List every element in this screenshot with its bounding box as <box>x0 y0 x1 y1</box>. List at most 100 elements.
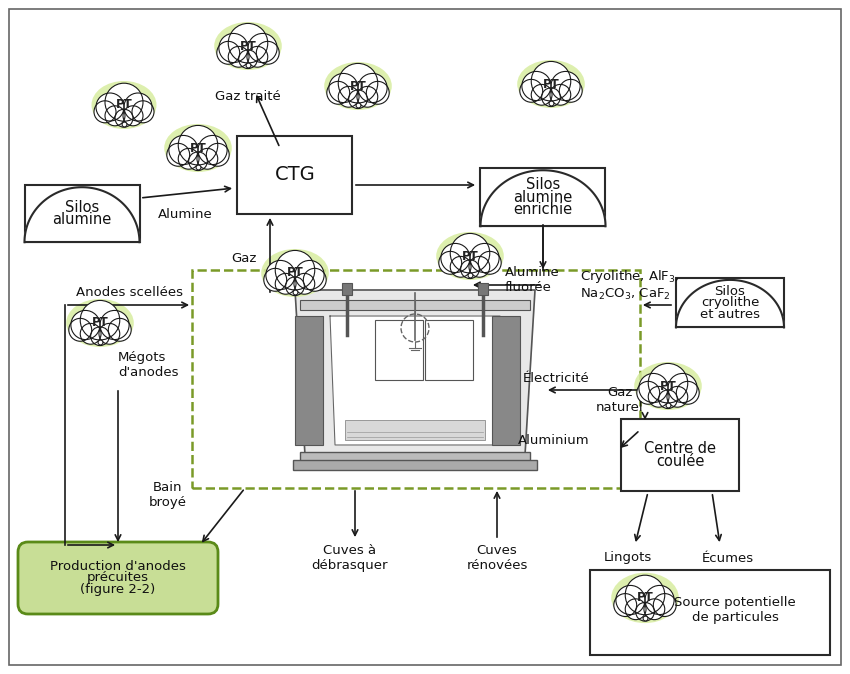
Ellipse shape <box>517 60 585 108</box>
Ellipse shape <box>164 124 232 172</box>
Bar <box>293 460 537 470</box>
Circle shape <box>167 144 190 166</box>
Circle shape <box>80 324 101 344</box>
Text: cryolithe: cryolithe <box>700 296 759 309</box>
Circle shape <box>469 256 490 277</box>
Ellipse shape <box>66 299 133 347</box>
Circle shape <box>649 363 688 403</box>
Bar <box>25 185 139 242</box>
Circle shape <box>229 47 249 67</box>
Circle shape <box>450 233 490 273</box>
Ellipse shape <box>214 22 282 70</box>
Circle shape <box>616 586 645 615</box>
Circle shape <box>105 83 143 121</box>
Text: Aluminium: Aluminium <box>518 433 590 446</box>
Text: Production d'anodes: Production d'anodes <box>50 559 186 572</box>
Circle shape <box>559 80 582 102</box>
Text: Gaz
naturel: Gaz naturel <box>596 386 643 414</box>
Circle shape <box>654 594 677 617</box>
Bar <box>480 168 605 226</box>
Bar <box>478 283 488 295</box>
Text: Anodes scellées: Anodes scellées <box>76 286 184 299</box>
Text: PT: PT <box>349 80 366 92</box>
Bar <box>300 452 530 462</box>
Circle shape <box>326 82 349 104</box>
Circle shape <box>99 324 120 344</box>
Polygon shape <box>330 316 500 445</box>
Circle shape <box>257 41 279 64</box>
Text: Cuves
rénovées: Cuves rénovées <box>467 544 528 572</box>
Text: précuites: précuites <box>87 572 149 584</box>
Text: Source potentielle
de particules: Source potentielle de particules <box>674 596 796 624</box>
Circle shape <box>439 251 462 274</box>
Ellipse shape <box>261 249 329 297</box>
Text: PT: PT <box>637 591 654 605</box>
Text: PT: PT <box>660 379 677 392</box>
Bar <box>342 283 352 295</box>
Circle shape <box>108 318 131 341</box>
Circle shape <box>441 243 470 272</box>
Circle shape <box>295 260 324 290</box>
Circle shape <box>217 41 240 64</box>
Text: Silos: Silos <box>65 200 99 215</box>
Bar <box>375 320 423 380</box>
Circle shape <box>614 594 637 617</box>
Circle shape <box>207 144 230 166</box>
Bar <box>676 278 784 328</box>
Circle shape <box>91 327 110 346</box>
Text: Électricité: Électricité <box>524 371 590 384</box>
Circle shape <box>667 386 688 407</box>
Polygon shape <box>676 280 784 328</box>
Circle shape <box>649 386 669 407</box>
Circle shape <box>229 24 268 63</box>
Polygon shape <box>480 171 605 226</box>
Circle shape <box>479 251 502 274</box>
Text: alumine: alumine <box>53 212 111 227</box>
Text: PT: PT <box>116 98 133 111</box>
Circle shape <box>71 311 100 340</box>
Bar <box>425 320 473 380</box>
Circle shape <box>626 599 646 619</box>
Circle shape <box>357 86 377 107</box>
Circle shape <box>69 318 92 341</box>
Circle shape <box>94 101 116 123</box>
Circle shape <box>644 599 665 619</box>
Circle shape <box>636 603 654 621</box>
FancyBboxPatch shape <box>18 542 218 614</box>
Text: Gaz: Gaz <box>231 251 257 264</box>
Ellipse shape <box>436 232 504 280</box>
Circle shape <box>266 260 295 290</box>
Text: Silos: Silos <box>526 177 560 192</box>
Circle shape <box>668 373 697 402</box>
Text: Lingots: Lingots <box>604 551 652 565</box>
Text: Centre de: Centre de <box>644 441 716 456</box>
Text: Alumine: Alumine <box>157 208 212 222</box>
Circle shape <box>197 148 218 169</box>
Circle shape <box>219 34 248 63</box>
Circle shape <box>541 88 560 106</box>
Bar <box>621 419 739 491</box>
Bar <box>295 316 323 445</box>
Circle shape <box>124 93 152 121</box>
Text: et autres: et autres <box>700 308 760 321</box>
Circle shape <box>520 80 542 102</box>
Text: (figure 2-2): (figure 2-2) <box>81 584 156 596</box>
Text: PT: PT <box>542 78 559 90</box>
Circle shape <box>348 90 367 109</box>
Bar <box>192 270 640 488</box>
Polygon shape <box>25 187 139 242</box>
Circle shape <box>178 125 218 165</box>
Text: alumine: alumine <box>513 189 573 205</box>
Circle shape <box>461 260 479 278</box>
Circle shape <box>247 47 268 67</box>
Text: PT: PT <box>462 249 479 262</box>
Text: PT: PT <box>240 40 257 53</box>
Circle shape <box>286 277 304 296</box>
Circle shape <box>100 311 129 340</box>
Circle shape <box>294 274 314 294</box>
Ellipse shape <box>324 62 392 110</box>
Circle shape <box>659 390 677 408</box>
Circle shape <box>80 301 120 340</box>
Circle shape <box>303 268 326 291</box>
Text: Cryolithe, AlF$_3$,
Na$_2$CO$_3$, CaF$_2$: Cryolithe, AlF$_3$, Na$_2$CO$_3$, CaF$_2… <box>580 268 680 302</box>
